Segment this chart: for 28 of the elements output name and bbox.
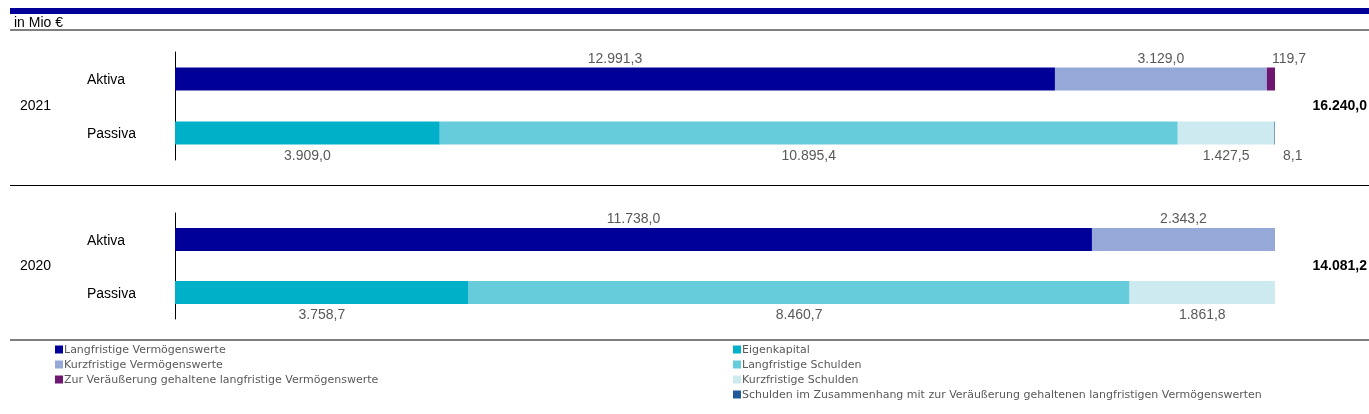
data-label: 119,7 [1271, 49, 1307, 66]
data-label: 8,1 [1282, 146, 1303, 163]
data-label: 10.895,4 [781, 146, 837, 163]
data-label: 11.738,0 [606, 210, 661, 226]
legend-label: Kurzfristige Schulden [742, 373, 859, 386]
data-label: 3.129,0 [1137, 49, 1185, 66]
data-label: 3.758,7 [298, 306, 346, 322]
data-label: 2.343,2 [1160, 210, 1208, 226]
legend-label: Langfristige Vermögenswerte [64, 343, 226, 356]
y-tick-label: Passiva [87, 284, 137, 301]
y-tick-label: Aktiva [87, 231, 126, 248]
text: in Mio € [14, 14, 64, 30]
y-axis-title: 2021 [20, 97, 52, 113]
legend-label: Eigenkapital [742, 343, 810, 356]
legend-label: Schulden im Zusammenhang mit zur Veräußerung gehaltenen langfristigen Vermögenswerten [742, 388, 1262, 401]
data-label: 1.861,8 [1178, 306, 1226, 322]
legend-label: Kurzfristige Vermögenswerte [64, 358, 223, 371]
y-tick-label: Passiva [87, 125, 137, 141]
y-tick-label: Aktiva [87, 71, 126, 87]
text: 16.240,0 [1312, 97, 1368, 113]
legend-label: Zur Veräußerung gehaltene langfristige Vermögenswerte [64, 373, 379, 386]
data-label: 3.909,0 [284, 146, 331, 163]
data-label: 1.427,5 [1202, 146, 1250, 163]
data-label: 8.460,7 [775, 306, 823, 322]
data-label: 12.991,3 [587, 49, 643, 66]
y-axis-title: 2020 [20, 257, 52, 273]
text: 14.081,2 [1312, 257, 1368, 273]
legend-label: Langfristige Schulden [742, 358, 862, 371]
